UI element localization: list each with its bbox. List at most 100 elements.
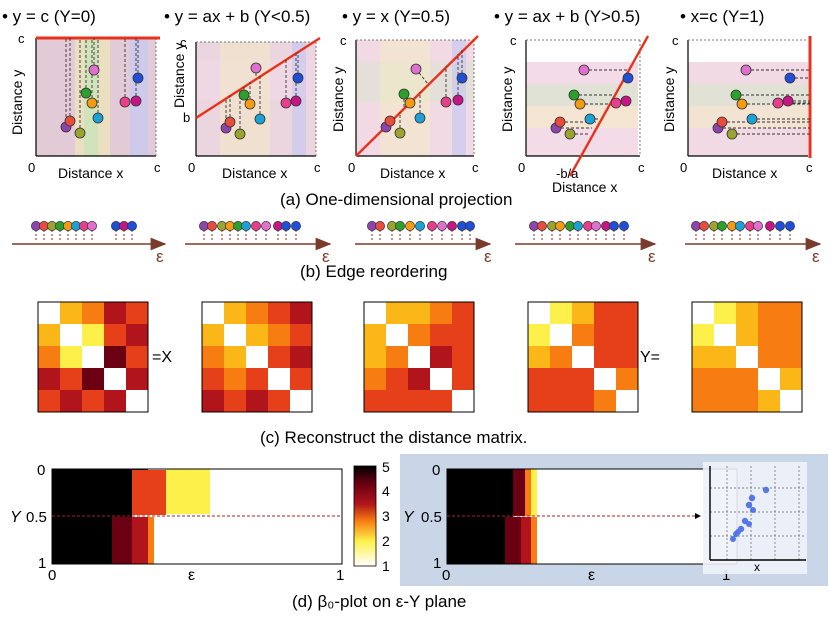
matrix-cell [126, 390, 148, 412]
subplot-2-ytick-c: c [180, 35, 187, 50]
left-ytick-1: 1 [38, 555, 46, 572]
subplot-3-ylabel: Distance y [330, 67, 346, 132]
matrix-cell [268, 324, 290, 346]
right-ylabel: Υ [403, 509, 415, 526]
matrix-border [37, 301, 149, 413]
edge-dot [619, 221, 629, 231]
edge-dot [87, 221, 97, 231]
matrix-cell [692, 390, 714, 412]
left-ylabel: Υ [10, 509, 22, 526]
matrix-cell [550, 324, 572, 346]
matrix-cell [268, 346, 290, 368]
matrix-cell [126, 302, 148, 324]
subplot-4: c 0 c -b/a Distance x Distance y [499, 33, 650, 195]
subplot-5-xtick-c: c [806, 160, 813, 175]
matrix-cell [408, 324, 430, 346]
left-xtick-0: 0 [48, 567, 56, 584]
panel-c: =X Y= (c) Reconstruct the distance matri… [37, 301, 803, 447]
edge-dot [241, 221, 251, 231]
subplot-1-xtick-c: c [154, 160, 161, 175]
matrix-cell [714, 324, 736, 346]
matrix-cell [452, 324, 474, 346]
edge-dot [775, 221, 785, 231]
edge-row-4: ε [515, 221, 657, 266]
edge-dot [207, 221, 217, 231]
matrix-cell [714, 368, 736, 390]
distance-matrix-4 [527, 301, 639, 413]
matrix-cell [202, 390, 224, 412]
edge-dot [415, 221, 425, 231]
panel-b: ε ε ε ε ε (b) Edge reordering [12, 221, 822, 281]
subplot-5: c 0 c Distance x Distance y [661, 33, 813, 181]
matrix-cell [224, 368, 246, 390]
matrix-cell [364, 390, 386, 412]
matrix-cell [452, 302, 474, 324]
matrix-cell [364, 368, 386, 390]
distance-matrix-5 [691, 301, 803, 413]
subplot-5-xlabel: Distance x [712, 165, 777, 181]
matrix-cell [408, 302, 430, 324]
matrix-cell [202, 302, 224, 324]
right-ytick-05: 0.5 [421, 509, 442, 526]
edge-axis-epsilon-label: ε [322, 247, 330, 266]
matrix-cell [780, 302, 802, 324]
edge-row-2: ε [185, 221, 332, 266]
colorbar-tick-5: 5 [382, 459, 390, 475]
subplot-1: c 0 c Distance x Distance y [9, 31, 161, 181]
matrix-cell [572, 302, 594, 324]
edge-dot [127, 221, 137, 231]
matrix-cell [104, 302, 126, 324]
matrix-cell [38, 302, 60, 324]
edge-dot [555, 221, 565, 231]
matrix-cell [452, 368, 474, 390]
panel-d: 0 0.5 1 Υ 0 1 ε 5 4 3 [10, 454, 828, 611]
subplot-1-xtick-0: 0 [28, 160, 35, 175]
matrix-cell [528, 346, 550, 368]
matrix-cell [38, 368, 60, 390]
edge-row-3: ε [355, 221, 492, 266]
matrix-cell [82, 368, 104, 390]
edge-dot [251, 221, 261, 231]
panel-a: • y = c (Υ=0) • y = ax + b (Υ<0.5) • y =… [2, 7, 813, 209]
subplot-2: c b 0 c Distance x Distance y [171, 35, 321, 181]
subplot-4-ytick-c: c [510, 33, 517, 48]
matrix-cell [82, 302, 104, 324]
panel-a-title-3: • y = x (Υ=0.5) [342, 7, 450, 26]
matrix-cell [408, 368, 430, 390]
matrix-cell [224, 302, 246, 324]
subplot-5-xtick-0: 0 [680, 160, 687, 175]
edge-dot [573, 221, 583, 231]
colorbar-tick-4: 4 [382, 483, 390, 499]
panel-a-title-4: • y = ax + b (Υ>0.5) [494, 7, 640, 26]
matrix-cell [616, 346, 638, 368]
matrix-cell [758, 368, 780, 390]
matrix-cell [386, 390, 408, 412]
edge-dot [395, 221, 405, 231]
matrix-cell [594, 368, 616, 390]
matrix-cell [550, 302, 572, 324]
matrix-cell [758, 346, 780, 368]
right-ytick-1: 1 [433, 555, 441, 572]
edge-dot [765, 221, 775, 231]
matrix-cell [430, 302, 452, 324]
matrix-cell [714, 302, 736, 324]
edge-dot [717, 221, 727, 231]
matrix-cell [38, 390, 60, 412]
right-xtick-0: 0 [442, 567, 450, 584]
matrix-cell [452, 390, 474, 412]
matrix-cell [246, 368, 268, 390]
matrix-cell [60, 302, 82, 324]
edge-dot [261, 221, 271, 231]
panel-a-title-5: • x=c (Υ=1) [680, 7, 764, 26]
matrix-cell [572, 346, 594, 368]
edge-dot [427, 221, 437, 231]
matrix-cell [246, 324, 268, 346]
matrix-cell [594, 390, 616, 412]
matrix-cell [692, 302, 714, 324]
subplot-5-ytick-c: c [672, 33, 679, 48]
matrix-cell [430, 368, 452, 390]
matrix-cell [364, 346, 386, 368]
matrix-cell [60, 368, 82, 390]
edge-dot [785, 221, 795, 231]
